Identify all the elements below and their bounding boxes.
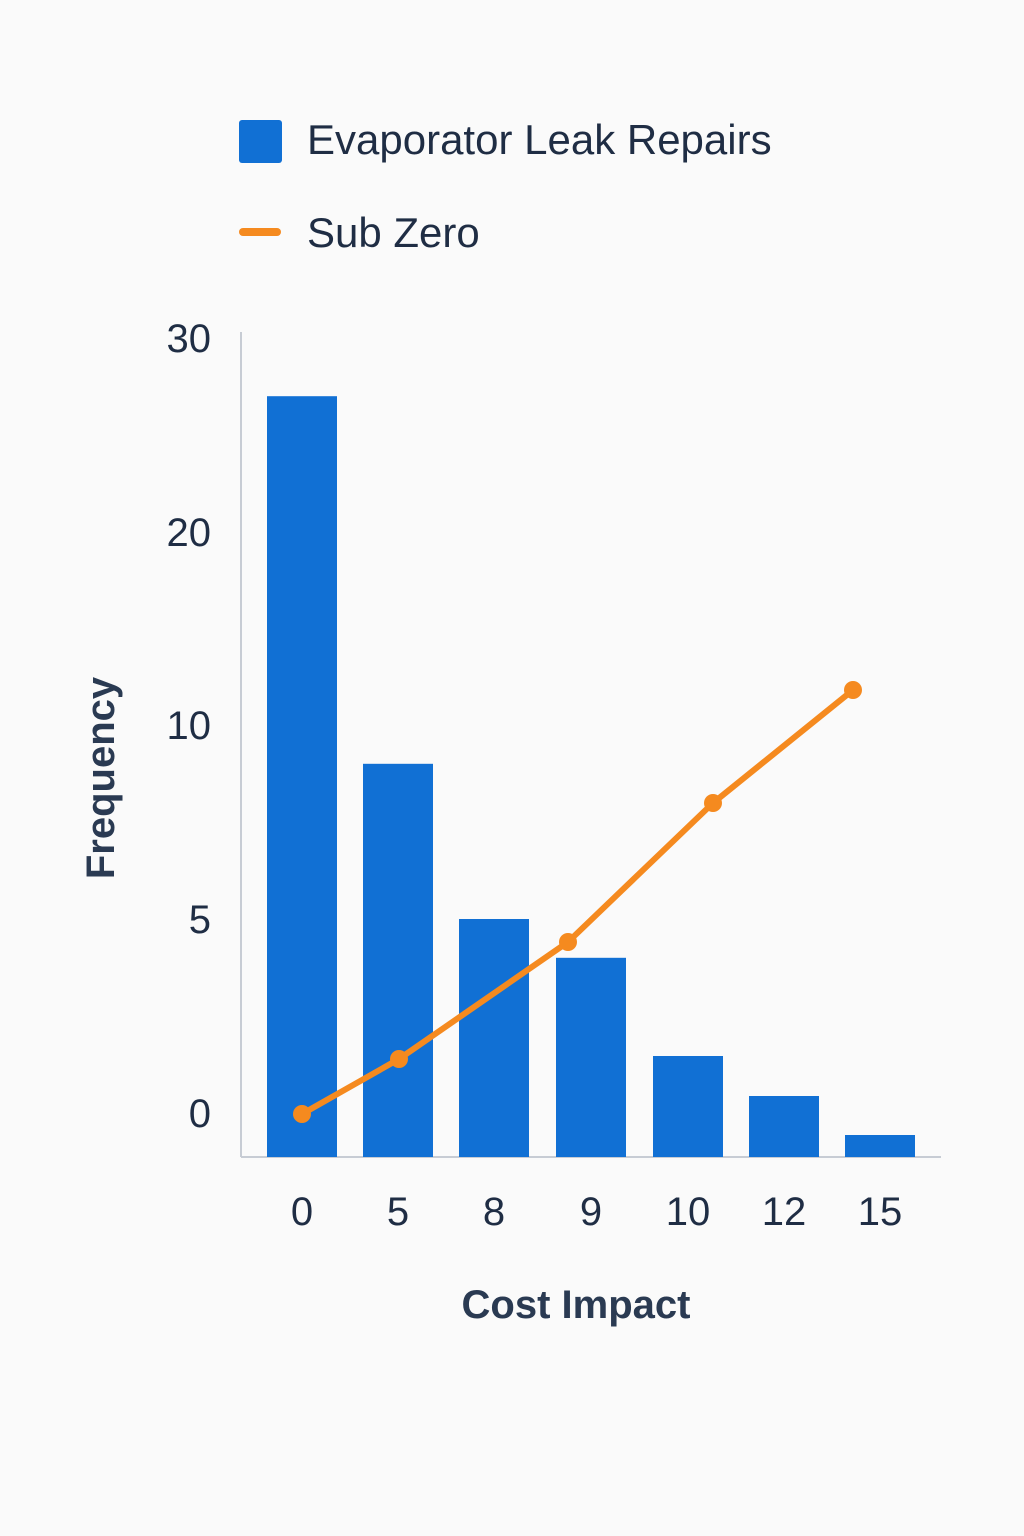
bar-5	[363, 763, 433, 1157]
legend-bar-swatch	[239, 120, 282, 163]
x-tick-label: 10	[666, 1190, 711, 1234]
y-tick-label: 10	[167, 704, 212, 748]
x-tick-label: 9	[580, 1190, 602, 1234]
sub-zero-point	[559, 933, 577, 951]
sub-zero-point	[844, 681, 862, 699]
bar-8	[459, 919, 529, 1157]
legend-label-line: Sub Zero	[307, 209, 480, 256]
line-series	[293, 681, 862, 1123]
y-tick-labels: 0 5 10 20 30	[167, 317, 212, 1136]
y-tick-label: 0	[189, 1092, 211, 1136]
x-tick-label: 0	[291, 1190, 313, 1234]
x-axis-title: Cost Impact	[462, 1283, 691, 1327]
sub-zero-point	[704, 794, 722, 812]
y-tick-label: 20	[167, 511, 212, 555]
x-tick-label: 15	[858, 1190, 903, 1234]
bar-0	[267, 396, 337, 1157]
legend-label-bar: Evaporator Leak Repairs	[307, 116, 772, 163]
sub-zero-point	[293, 1105, 311, 1123]
sub-zero-point	[390, 1050, 408, 1068]
x-tick-label: 5	[387, 1190, 409, 1234]
x-tick-label: 8	[483, 1190, 505, 1234]
bar-9	[556, 957, 626, 1157]
y-tick-label: 30	[167, 317, 212, 361]
y-tick-label: 5	[189, 898, 211, 942]
bar-series	[267, 396, 915, 1157]
x-tick-label: 12	[762, 1190, 807, 1234]
bar-10	[653, 1056, 723, 1157]
x-tick-labels: 0 5 8 9 10 12 15	[291, 1190, 902, 1234]
bar-12	[749, 1096, 819, 1157]
y-axis-title: Frequency	[79, 676, 123, 879]
bar-15	[845, 1135, 915, 1157]
legend: Evaporator Leak Repairs Sub Zero	[239, 116, 772, 256]
